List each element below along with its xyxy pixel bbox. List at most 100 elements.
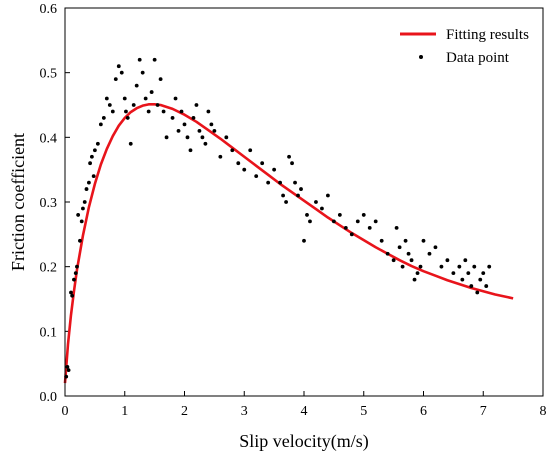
data-point — [296, 193, 300, 198]
data-point — [140, 70, 145, 75]
data-point — [305, 213, 309, 217]
x-tick-label: 6 — [420, 404, 427, 419]
data-point — [88, 161, 92, 166]
data-point — [128, 141, 133, 146]
legend-label-data: Data point — [446, 50, 510, 66]
data-point — [87, 180, 91, 185]
data-point — [433, 245, 438, 250]
x-tick-label: 2 — [181, 404, 188, 419]
data-point — [79, 219, 84, 224]
data-point — [72, 277, 76, 282]
data-point — [134, 83, 139, 88]
data-point — [176, 128, 181, 133]
data-point — [98, 122, 103, 127]
x-tick-label: 3 — [241, 404, 248, 419]
data-point — [415, 271, 420, 276]
y-tick-label: 0.6 — [40, 2, 58, 17]
data-point — [182, 122, 187, 127]
data-point — [179, 109, 184, 114]
data-point — [116, 64, 121, 69]
data-point — [293, 180, 297, 185]
data-point — [82, 200, 87, 204]
data-point — [326, 193, 330, 198]
data-point — [161, 109, 166, 114]
data-point — [421, 238, 426, 243]
data-point — [131, 103, 136, 107]
data-point — [299, 187, 303, 191]
data-point — [290, 161, 294, 166]
data-point — [445, 258, 450, 263]
data-point — [173, 96, 178, 101]
data-point — [158, 77, 163, 82]
data-point — [302, 238, 306, 243]
data-point — [146, 109, 151, 114]
data-point — [385, 251, 390, 256]
data-point — [349, 232, 354, 237]
x-tick-label: 4 — [301, 404, 308, 419]
legend-dot-swatch — [419, 55, 423, 59]
fitting-curve — [63, 103, 514, 384]
data-point — [266, 180, 271, 185]
data-point — [409, 258, 414, 263]
data-point — [391, 258, 396, 263]
data-point — [260, 161, 265, 166]
y-tick-label: 0.2 — [40, 261, 58, 276]
data-point — [331, 219, 336, 224]
data-point — [427, 251, 432, 256]
data-point — [65, 365, 70, 369]
data-point — [466, 271, 471, 276]
x-tick-label: 7 — [480, 404, 487, 419]
data-point — [403, 238, 408, 243]
data-point — [84, 187, 89, 191]
data-point — [110, 109, 115, 114]
data-point — [457, 264, 462, 269]
data-point — [400, 264, 405, 269]
data-point — [203, 141, 208, 146]
data-point — [475, 290, 480, 295]
data-point — [137, 57, 142, 62]
data-point — [418, 264, 423, 269]
data-point — [73, 271, 78, 276]
data-point — [406, 251, 411, 256]
data-point — [281, 193, 285, 198]
data-point — [69, 290, 73, 295]
data-point — [355, 219, 360, 224]
data-point — [481, 271, 486, 276]
data-point — [152, 57, 157, 62]
data-point — [143, 96, 148, 101]
data-point — [224, 135, 229, 140]
data-point — [76, 213, 81, 217]
y-tick-label: 0.3 — [40, 196, 58, 211]
data-point — [484, 284, 489, 288]
data-point — [124, 109, 128, 114]
data-point — [104, 96, 109, 101]
x-tick-label: 5 — [360, 404, 367, 419]
data-point — [95, 141, 100, 146]
data-point — [194, 103, 199, 107]
y-tick-label: 0.0 — [40, 390, 58, 405]
legend: Fitting results Data point — [400, 27, 529, 66]
data-point — [170, 116, 175, 120]
x-axis-title: Slip velocity(m/s) — [239, 431, 369, 452]
data-point — [75, 264, 79, 269]
data-point — [230, 148, 235, 153]
data-point — [451, 271, 456, 276]
y-tick-label: 0.4 — [40, 131, 58, 146]
x-tick-label: 1 — [121, 404, 128, 419]
x-axis-ticks: 0 1 2 3 4 5 6 7 8 — [62, 391, 547, 419]
data-point — [472, 264, 477, 269]
data-point — [218, 154, 223, 159]
data-point — [379, 238, 384, 243]
data-point — [248, 148, 253, 153]
data-point — [284, 200, 288, 204]
data-point — [200, 135, 205, 140]
data-point — [287, 154, 291, 159]
data-point — [70, 293, 75, 298]
data-point — [337, 213, 342, 217]
data-point — [125, 116, 130, 120]
data-point — [361, 213, 366, 217]
x-tick-label: 8 — [540, 404, 547, 419]
data-point — [242, 167, 247, 172]
y-axis-title: Friction coefficient — [8, 133, 28, 271]
